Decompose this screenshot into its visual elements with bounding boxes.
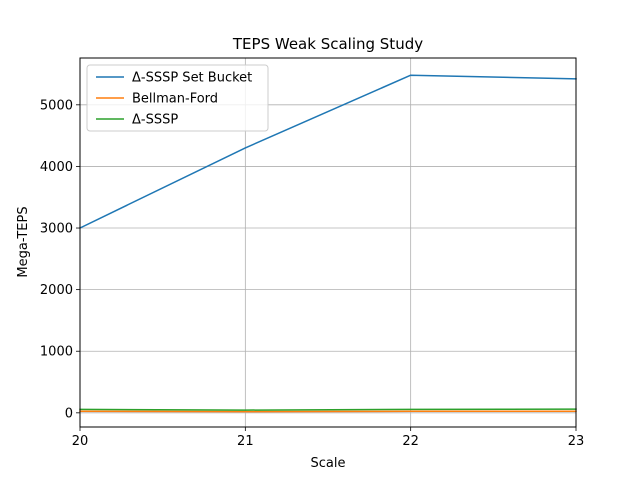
y-tick-label: 2000	[40, 283, 73, 298]
legend: Δ-SSSP Set Bucket Bellman-Ford Δ-SSSP	[86, 64, 269, 132]
chart-title: TEPS Weak Scaling Study	[232, 35, 423, 53]
axis-ticks: 20 21 22 23 0 1000 2000 3000 4000 5000	[40, 98, 584, 449]
series-line-3	[79, 408, 577, 411]
y-axis-label: Mega-TEPS	[16, 206, 31, 277]
y-tick-label: 4000	[40, 160, 73, 175]
series-line-1	[78, 74, 577, 230]
y-tick-label: 1000	[40, 345, 73, 360]
x-tick-label: 23	[568, 434, 585, 449]
legend-box	[86, 64, 269, 132]
grid	[79, 58, 577, 427]
y-tick-label: 0	[65, 406, 73, 421]
legend-label-1: Δ-SSSP Set Bucket	[132, 71, 252, 86]
plot-frame	[79, 57, 577, 428]
x-axis-label: Scale	[311, 456, 346, 471]
x-tick-label: 20	[72, 434, 89, 449]
x-tick-label: 22	[402, 434, 419, 449]
y-tick-label: 5000	[40, 98, 73, 113]
y-tick-label: 3000	[40, 222, 73, 237]
legend-label-3: Δ-SSSP	[132, 113, 178, 128]
series-lines	[78, 74, 577, 413]
x-tick-label: 21	[237, 434, 254, 449]
legend-label-2: Bellman-Ford	[132, 92, 218, 107]
